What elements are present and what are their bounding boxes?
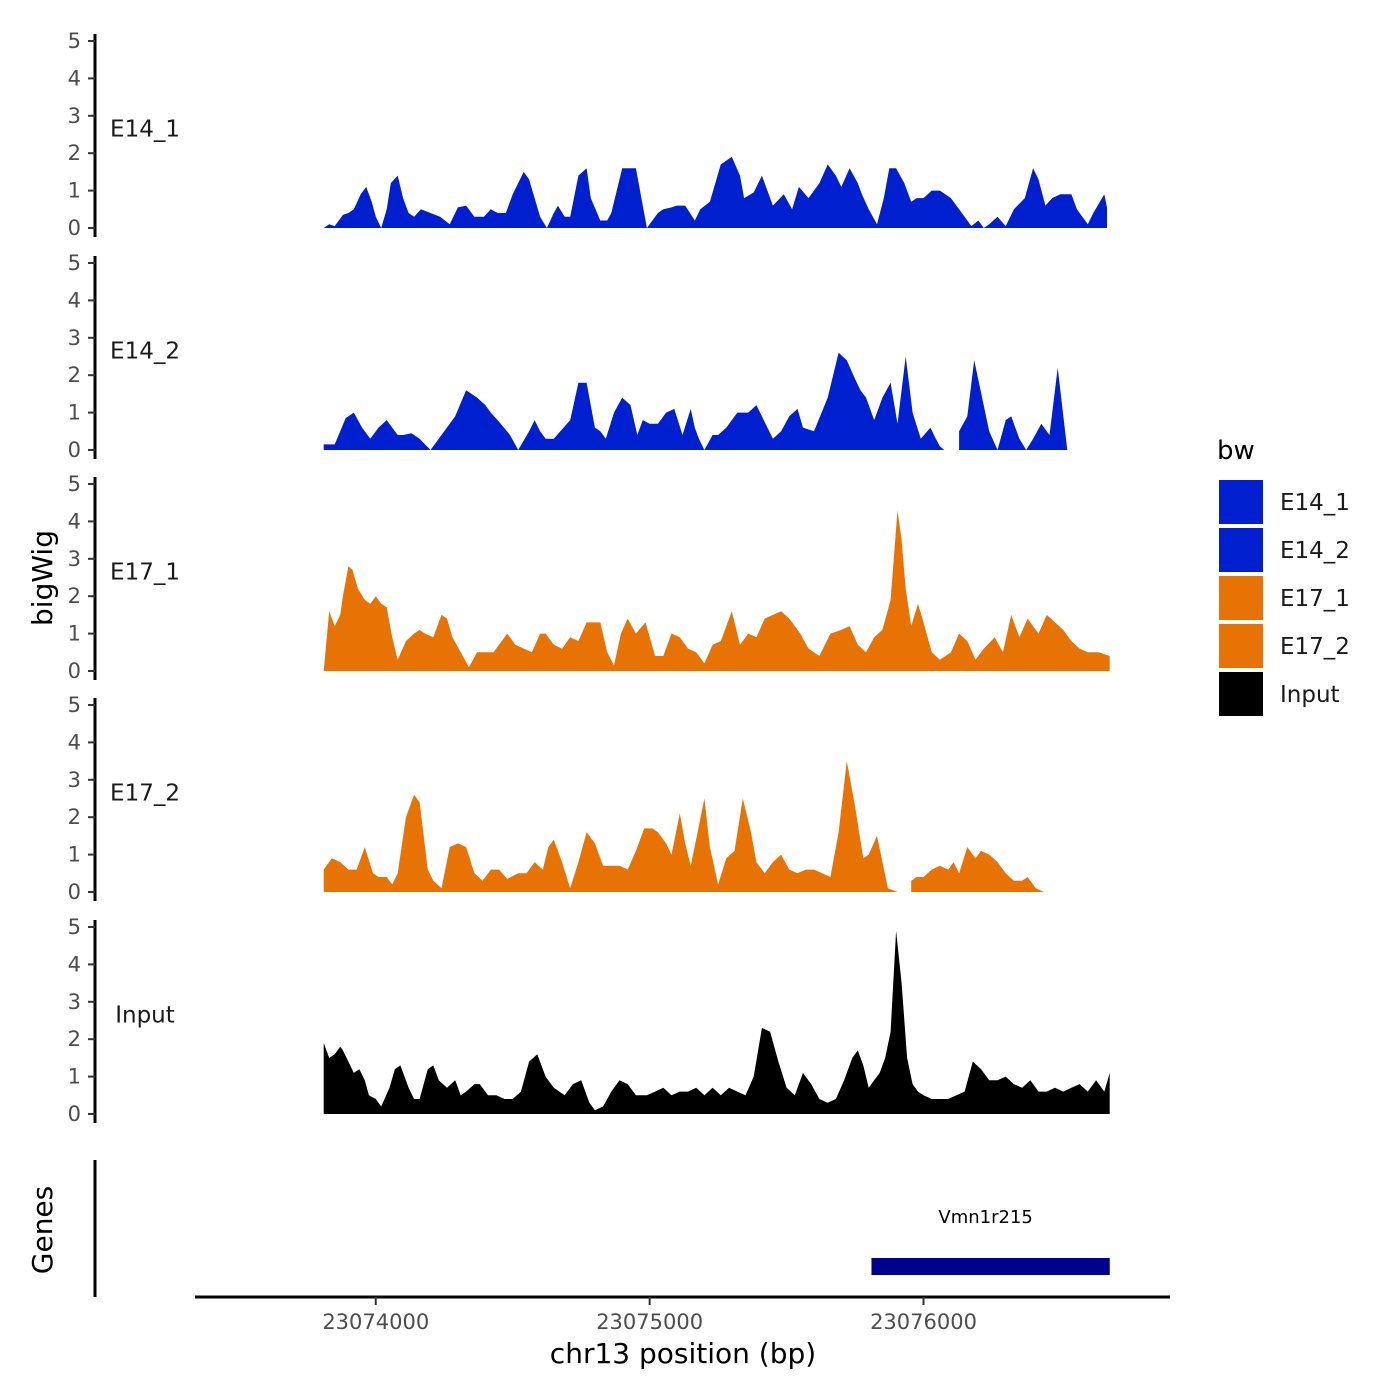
coverage-area-E14_2 — [323, 352, 1068, 450]
track-label: E17_1 — [110, 559, 180, 585]
track-panel-E14_1: 0 1 2 3 4 5 E14_1 — [68, 29, 1107, 240]
coverage-area-Input — [323, 930, 1110, 1114]
y-tick-label: 0 — [68, 1102, 81, 1126]
x-tick-label: 23076000 — [870, 1310, 977, 1334]
y-tick-label: 3 — [68, 326, 81, 350]
legend-swatch — [1219, 672, 1263, 716]
track-panels: 0 1 2 3 4 5 E14_1 0 1 2 3 4 5 E14_2 0 1 2 3 4 5 E17_1 0 1 2 3 4 5 E… — [68, 29, 1110, 1126]
coverage-area-E17_1 — [323, 510, 1110, 671]
y-tick-label: 4 — [68, 66, 81, 90]
genes-axis-title: Genes — [26, 1186, 59, 1274]
y-tick-label: 3 — [68, 768, 81, 792]
y-tick-label: 0 — [68, 216, 81, 240]
y-tick-label: 4 — [68, 952, 81, 976]
track-label: E17_2 — [110, 780, 180, 806]
legend-label: E14_1 — [1280, 490, 1350, 516]
y-tick-label: 5 — [68, 472, 81, 496]
y-tick-label: 1 — [68, 622, 81, 646]
track-panel-E17_2: 0 1 2 3 4 5 E17_2 — [68, 693, 1044, 904]
track-label: Input — [115, 1002, 175, 1028]
x-axis: 23074000 23075000 23076000 — [195, 1295, 1170, 1334]
legend-label: E17_1 — [1280, 586, 1350, 612]
y-tick-label: 4 — [68, 730, 81, 754]
legend-label: Input — [1280, 682, 1340, 708]
y-tick-label: 1 — [68, 179, 81, 203]
y-tick-label: 3 — [68, 547, 81, 571]
x-tick-label: 23075000 — [596, 1310, 703, 1334]
y-tick-label: 2 — [68, 363, 81, 387]
x-axis-title: chr13 position (bp) — [550, 1337, 816, 1370]
x-tick-label: 23074000 — [322, 1310, 429, 1334]
coverage-area-E17_2 — [323, 761, 1044, 892]
y-tick-label: 0 — [68, 880, 81, 904]
legend-swatch — [1219, 528, 1263, 572]
track-panel-Input: 0 1 2 3 4 5 Input — [68, 915, 1110, 1126]
y-tick-label: 5 — [68, 693, 81, 717]
y-tick-label: 5 — [68, 915, 81, 939]
legend-label: E14_2 — [1280, 538, 1350, 564]
y-tick-label: 5 — [68, 29, 81, 53]
track-panel-E17_1: 0 1 2 3 4 5 E17_1 — [68, 472, 1110, 683]
legend-swatch — [1219, 624, 1263, 668]
genes-panel: Vmn1r215 — [93, 1160, 1110, 1297]
legend-swatch — [1219, 576, 1263, 620]
track-label: E14_2 — [110, 338, 180, 364]
gene-body — [871, 1258, 1110, 1275]
y-tick-label: 1 — [68, 401, 81, 425]
y-tick-label: 3 — [68, 990, 81, 1014]
y-tick-label: 0 — [68, 438, 81, 462]
y-tick-label: 2 — [68, 805, 81, 829]
legend-label: E17_2 — [1280, 634, 1350, 660]
y-axis-title: bigWig — [26, 530, 59, 626]
y-tick-label: 2 — [68, 1027, 81, 1051]
y-tick-label: 2 — [68, 141, 81, 165]
y-tick-label: 5 — [68, 251, 81, 275]
y-tick-label: 1 — [68, 1065, 81, 1089]
y-tick-label: 3 — [68, 104, 81, 128]
y-tick-label: 1 — [68, 843, 81, 867]
y-tick-label: 4 — [68, 509, 81, 533]
y-tick-label: 2 — [68, 584, 81, 608]
coverage-area-E14_1 — [323, 156, 1107, 228]
track-panel-E14_2: 0 1 2 3 4 5 E14_2 — [68, 251, 1068, 462]
track-label: E14_1 — [110, 116, 180, 142]
legend-title: bw — [1217, 436, 1255, 466]
legend: bw E14_1 E14_2 E17_1 E17_2 Input — [1217, 436, 1350, 716]
y-tick-label: 0 — [68, 659, 81, 683]
legend-swatch — [1219, 480, 1263, 524]
y-tick-label: 4 — [68, 288, 81, 312]
gene-label: Vmn1r215 — [938, 1207, 1032, 1228]
